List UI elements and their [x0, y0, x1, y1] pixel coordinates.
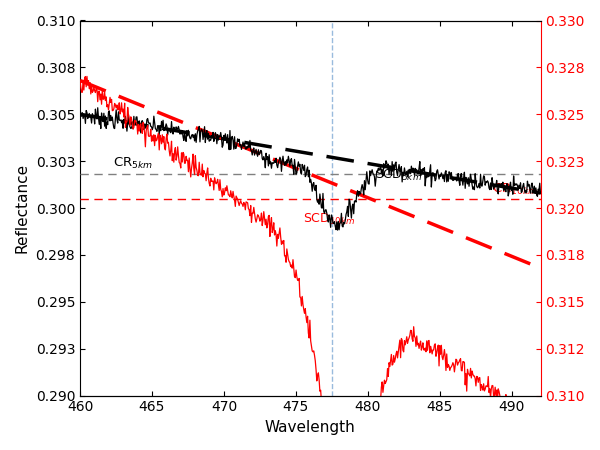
Text: SCD$_{5km}$: SCD$_{5km}$ — [375, 167, 422, 183]
X-axis label: Wavelength: Wavelength — [265, 420, 356, 435]
Text: SCD$_{10km}$: SCD$_{10km}$ — [303, 212, 356, 227]
Y-axis label: Reflectance: Reflectance — [15, 163, 30, 253]
Text: CR$_{10km}$: CR$_{10km}$ — [491, 182, 538, 197]
Text: CR$_{5km}$: CR$_{5km}$ — [113, 156, 154, 171]
